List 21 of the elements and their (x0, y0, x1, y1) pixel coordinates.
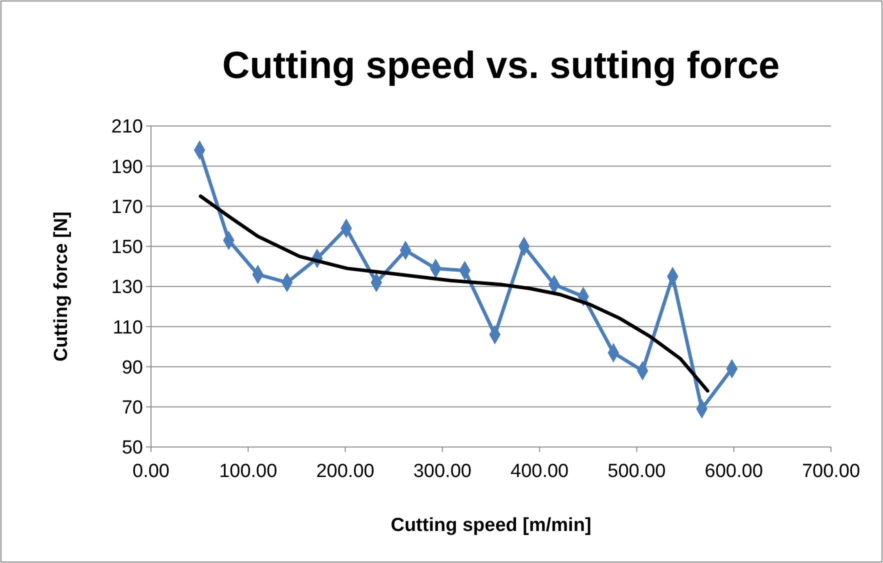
x-tick-label: 200.00 (316, 461, 374, 482)
x-tick-label: 100.00 (219, 461, 278, 482)
y-tick-label: 50 (122, 438, 143, 459)
y-tick-label: 130 (111, 277, 143, 298)
y-tick-label: 210 (111, 116, 143, 138)
x-tick-label: 700.00 (802, 461, 860, 482)
x-axis-title: Cutting speed [m/min] (390, 515, 592, 536)
y-tick-label: 150 (111, 237, 143, 258)
x-tick-label: 0.00 (132, 461, 170, 482)
y-tick-label: 110 (112, 317, 143, 338)
x-tick-label: 500.00 (608, 461, 666, 482)
chart-title: Cutting speed vs. sutting force (222, 45, 780, 87)
x-tick-label: 300.00 (413, 461, 472, 482)
y-axis-title: Cutting force [N] (51, 212, 72, 362)
line-series (198, 194, 710, 393)
y-tick-label: 190 (111, 156, 143, 178)
x-tick-label: 600.00 (704, 461, 763, 482)
x-tick-label: 400.00 (510, 461, 569, 482)
y-tick-label: 170 (111, 196, 143, 218)
y-tick-label: 90 (122, 357, 143, 378)
y-tick-label: 70 (122, 398, 143, 419)
